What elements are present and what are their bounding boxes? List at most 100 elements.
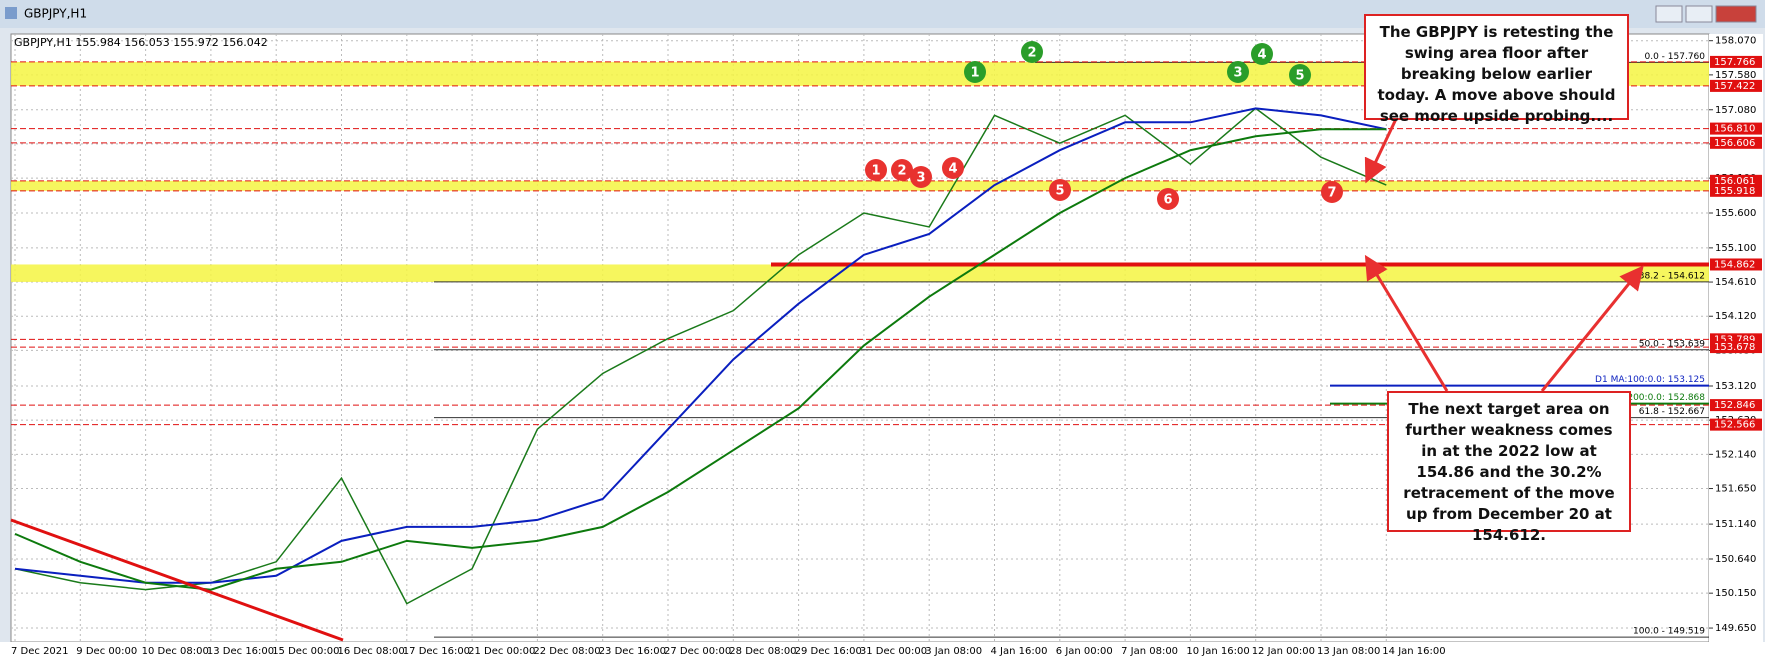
ma-label: D1 MA:200:0.0: 152.868 <box>1595 393 1705 403</box>
marker-label: 3 <box>916 171 925 186</box>
x-tick-label: 13 Dec 16:00 <box>207 646 274 657</box>
close-button[interactable] <box>1715 5 1757 23</box>
y-tick-label: 154.610 <box>1715 277 1756 288</box>
level-tag <box>1710 399 1762 412</box>
maximize-button[interactable] <box>1685 5 1713 23</box>
annotation-box: The GBPJPY is retesting the swing area f… <box>1364 14 1629 125</box>
marker <box>942 157 964 179</box>
y-tick-label: 157.080 <box>1715 105 1756 116</box>
marker-label: 2 <box>897 164 906 179</box>
level-label: 152.846 <box>1714 400 1755 411</box>
y-tick-label: 151.140 <box>1715 519 1756 530</box>
level-tag <box>1710 79 1762 92</box>
window-icon <box>5 7 17 19</box>
x-tick-label: 15 Dec 00:00 <box>272 646 339 657</box>
arrow <box>1540 265 1644 392</box>
level-tag <box>1710 418 1762 431</box>
plot-area <box>10 33 1710 643</box>
moving-average <box>14 128 1387 591</box>
marker <box>1227 61 1249 83</box>
level-label: 152.566 <box>1714 420 1755 431</box>
trend-line <box>10 518 344 642</box>
level-label: 156.061 <box>1714 176 1755 187</box>
zone <box>11 264 1709 282</box>
level-tag <box>1710 341 1762 354</box>
level-label: 154.862 <box>1714 259 1755 270</box>
y-tick-label: 158.070 <box>1715 36 1756 47</box>
y-tick-label: 150.150 <box>1715 588 1756 599</box>
arrow <box>1364 118 1398 184</box>
y-tick-label: 152.140 <box>1715 449 1756 460</box>
marker <box>865 159 887 181</box>
minimize-button[interactable] <box>1655 5 1683 23</box>
x-tick-label: 10 Dec 08:00 <box>142 646 209 657</box>
fib-label: 0.0 - 157.760 <box>1645 52 1706 62</box>
marker-label: 1 <box>970 66 979 81</box>
marker-label: 5 <box>1055 184 1064 199</box>
x-tick-label: 7 Jan 08:00 <box>1121 646 1178 657</box>
level-tag <box>1710 136 1762 149</box>
x-tick-label: 14 Jan 16:00 <box>1382 646 1445 657</box>
y-tick-label: 149.650 <box>1715 623 1756 634</box>
window-title: GBPJPY,H1 <box>24 7 87 21</box>
marker <box>1021 41 1043 63</box>
annotation-box: The next target area on further weakness… <box>1387 391 1631 544</box>
y-tick-label: 150.640 <box>1715 554 1756 565</box>
chart-header: GBPJPY,H1 155.984 156.053 155.972 156.04… <box>14 36 268 49</box>
x-tick-label: 3 Jan 08:00 <box>925 646 982 657</box>
marker <box>964 61 986 83</box>
y-tick-label: 154.120 <box>1715 311 1756 322</box>
x-tick-label: 31 Dec 00:00 <box>860 646 927 657</box>
x-tick-label: 22 Dec 08:00 <box>533 646 600 657</box>
zone <box>11 180 1709 191</box>
y-tick-label: 155.600 <box>1715 208 1756 219</box>
fib-label: 38.2 - 154.612 <box>1639 271 1705 281</box>
x-tick-label: 17 Dec 16:00 <box>403 646 470 657</box>
x-tick-label: 23 Dec 16:00 <box>599 646 666 657</box>
x-tick-label: 12 Jan 00:00 <box>1252 646 1315 657</box>
time-axis <box>0 642 1765 672</box>
y-tick-label: 157.580 <box>1715 70 1756 81</box>
marker-label: 4 <box>948 162 957 177</box>
y-tick-label: 153.120 <box>1715 381 1756 392</box>
level-tag <box>1710 122 1762 135</box>
marker <box>910 166 932 188</box>
level-label: 157.422 <box>1714 81 1755 92</box>
x-tick-label: 6 Jan 00:00 <box>1056 646 1113 657</box>
fib-label: 50.0 - 153.639 <box>1639 339 1705 349</box>
fib-label: 61.8 - 152.667 <box>1639 407 1705 417</box>
marker <box>1321 181 1343 203</box>
level-label: 153.678 <box>1714 342 1755 353</box>
marker <box>891 159 913 181</box>
x-tick-label: 7 Dec 2021 <box>11 646 69 657</box>
x-tick-label: 27 Dec 00:00 <box>664 646 731 657</box>
price-line <box>14 107 1387 605</box>
x-tick-label: 10 Jan 16:00 <box>1186 646 1249 657</box>
marker <box>1251 43 1273 65</box>
ma-label: D1 MA:100:0.0: 153.125 <box>1595 375 1705 385</box>
x-tick-label: 13 Jan 08:00 <box>1317 646 1380 657</box>
zone <box>11 61 1709 86</box>
x-tick-label: 9 Dec 00:00 <box>76 646 137 657</box>
level-label: 155.918 <box>1714 186 1755 197</box>
marker-label: 1 <box>871 164 880 179</box>
fib-label: 100.0 - 149.519 <box>1633 627 1705 637</box>
marker-label: 5 <box>1295 69 1304 84</box>
level-tag <box>1710 184 1762 197</box>
marker-label: 7 <box>1327 186 1336 201</box>
x-tick-label: 29 Dec 16:00 <box>795 646 862 657</box>
marker <box>1157 188 1179 210</box>
x-tick-label: 28 Dec 08:00 <box>729 646 796 657</box>
level-label: 153.789 <box>1714 334 1755 345</box>
x-tick-label: 21 Dec 00:00 <box>468 646 535 657</box>
marker-label: 6 <box>1163 193 1172 208</box>
marker-label: 3 <box>1233 66 1242 81</box>
y-tick-label: 151.650 <box>1715 484 1756 495</box>
x-tick-label: 4 Jan 16:00 <box>991 646 1048 657</box>
arrow <box>1364 254 1449 392</box>
x-tick-label: 16 Dec 08:00 <box>338 646 405 657</box>
level-label: 156.606 <box>1714 138 1755 149</box>
marker-label: 4 <box>1257 48 1266 63</box>
